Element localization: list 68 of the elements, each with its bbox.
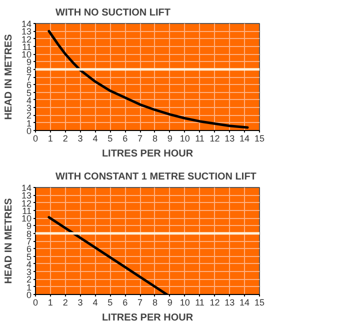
x-tick-label: 8 bbox=[152, 298, 158, 308]
y-tick-label: 2 bbox=[26, 274, 32, 285]
chart-title: WITH CONSTANT 1 METRE SUCTION LIFT bbox=[56, 172, 256, 182]
y-tick-label: 2 bbox=[26, 110, 32, 121]
x-tick-label: 12 bbox=[210, 134, 220, 144]
x-tick-label: 2 bbox=[62, 134, 68, 144]
y-tick-label: 4 bbox=[26, 95, 32, 106]
x-tick-label: 15 bbox=[254, 298, 265, 308]
x-axis-title: LITRES PER HOUR bbox=[102, 312, 194, 324]
y-tick-label: 0 bbox=[26, 290, 32, 300]
x-tick-label: 11 bbox=[195, 134, 204, 144]
y-tick-label: 8 bbox=[26, 228, 32, 239]
y-tick-label: 14 bbox=[21, 183, 32, 193]
y-axis-title: HEAD IN METRES bbox=[3, 198, 14, 284]
y-tick-label: 4 bbox=[26, 259, 32, 270]
y-tick-label: 12 bbox=[21, 198, 32, 208]
x-tick-label: 13 bbox=[224, 134, 235, 144]
x-tick-label: 2 bbox=[62, 298, 68, 308]
y-tick-label: 10 bbox=[21, 214, 32, 224]
x-tick-label: 13 bbox=[224, 298, 235, 308]
y-tick-label: 1 bbox=[26, 118, 32, 128]
x-tick-label: 9 bbox=[167, 298, 172, 308]
x-tick-label: 7 bbox=[138, 298, 143, 308]
chart-title: WITH NO SUCTION LIFT bbox=[56, 8, 170, 18]
x-tick-label: 10 bbox=[180, 298, 190, 308]
y-tick-label: 6 bbox=[26, 80, 32, 90]
x-tick-label: 9 bbox=[167, 134, 172, 144]
x-tick-label: 6 bbox=[122, 298, 128, 308]
y-tick-label: 6 bbox=[26, 244, 32, 254]
x-tick-label: 4 bbox=[92, 298, 98, 308]
x-tick-label: 5 bbox=[108, 298, 113, 308]
y-tick-label: 14 bbox=[21, 19, 32, 29]
y-tick-label: 8 bbox=[26, 64, 32, 75]
x-tick-label: 11 bbox=[195, 298, 204, 308]
x-tick-label: 4 bbox=[92, 134, 98, 144]
y-tick-label: 13 bbox=[21, 190, 32, 201]
y-tick-label: 11 bbox=[22, 206, 32, 216]
y-tick-label: 7 bbox=[26, 72, 32, 82]
y-tick-label: 9 bbox=[26, 221, 32, 232]
y-tick-label: 11 bbox=[22, 42, 32, 52]
x-tick-label: 14 bbox=[240, 134, 250, 144]
x-tick-label: 7 bbox=[138, 134, 143, 144]
y-tick-label: 13 bbox=[21, 26, 32, 37]
y-tick-label: 3 bbox=[26, 267, 32, 278]
x-axis-title: LITRES PER HOUR bbox=[102, 148, 194, 160]
y-tick-label: 1 bbox=[26, 282, 32, 292]
x-tick-label: 0 bbox=[32, 298, 38, 308]
x-tick-label: 14 bbox=[240, 298, 250, 308]
y-tick-label: 0 bbox=[26, 126, 32, 136]
y-tick-label: 7 bbox=[26, 236, 32, 246]
x-tick-label: 15 bbox=[254, 134, 265, 144]
x-tick-label: 12 bbox=[210, 298, 220, 308]
y-tick-label: 10 bbox=[21, 50, 32, 60]
y-tick-label: 5 bbox=[26, 88, 32, 98]
x-tick-label: 1 bbox=[48, 134, 53, 144]
y-tick-label: 3 bbox=[26, 103, 32, 114]
y-tick-label: 5 bbox=[26, 252, 32, 262]
x-tick-label: 0 bbox=[32, 134, 38, 144]
x-tick-label: 1 bbox=[48, 298, 53, 308]
x-tick-label: 6 bbox=[122, 134, 128, 144]
x-tick-label: 5 bbox=[108, 134, 113, 144]
y-axis-title: HEAD IN METRES bbox=[3, 34, 14, 120]
x-tick-label: 10 bbox=[180, 134, 190, 144]
x-tick-label: 8 bbox=[152, 134, 158, 144]
x-tick-label: 3 bbox=[78, 298, 83, 308]
y-tick-label: 12 bbox=[21, 34, 32, 44]
y-tick-label: 9 bbox=[26, 57, 32, 68]
x-tick-label: 3 bbox=[78, 134, 83, 144]
